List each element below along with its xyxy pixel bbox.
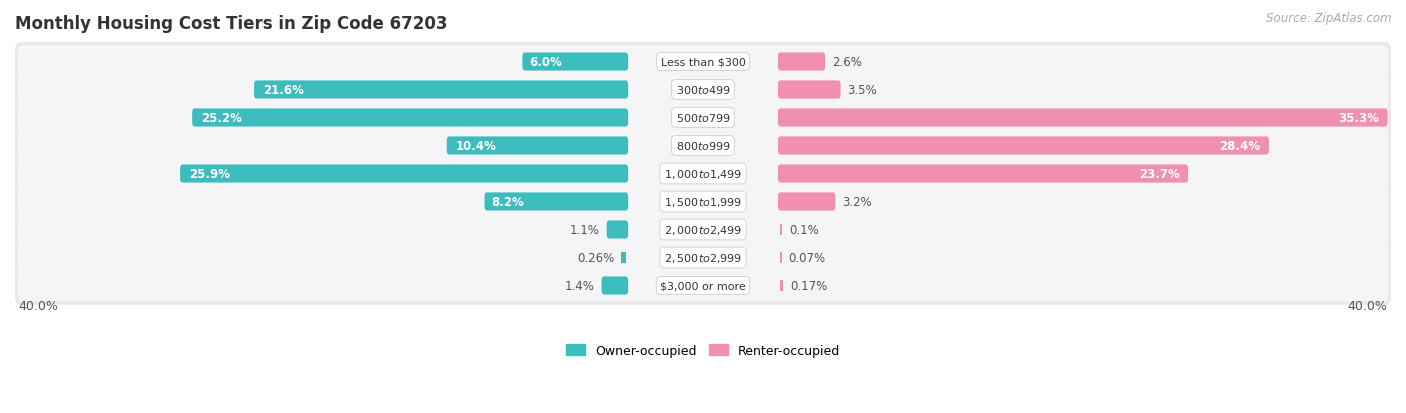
Text: 23.7%: 23.7% [1139, 168, 1180, 180]
Text: 0.26%: 0.26% [576, 252, 614, 264]
Text: 21.6%: 21.6% [263, 84, 304, 97]
FancyBboxPatch shape [447, 137, 628, 155]
FancyBboxPatch shape [778, 53, 825, 71]
Text: 28.4%: 28.4% [1219, 140, 1260, 153]
Text: 25.2%: 25.2% [201, 112, 242, 125]
Text: $1,000 to $1,499: $1,000 to $1,499 [664, 168, 742, 180]
FancyBboxPatch shape [523, 53, 628, 71]
FancyBboxPatch shape [15, 155, 1391, 193]
FancyBboxPatch shape [18, 270, 1388, 302]
Text: $2,000 to $2,499: $2,000 to $2,499 [664, 223, 742, 236]
Text: 0.07%: 0.07% [789, 252, 825, 264]
FancyBboxPatch shape [15, 239, 1391, 277]
FancyBboxPatch shape [18, 102, 1388, 134]
FancyBboxPatch shape [193, 109, 628, 127]
FancyBboxPatch shape [254, 81, 628, 99]
Text: Source: ZipAtlas.com: Source: ZipAtlas.com [1267, 12, 1392, 25]
FancyBboxPatch shape [485, 193, 628, 211]
FancyBboxPatch shape [15, 211, 1391, 249]
FancyBboxPatch shape [778, 193, 835, 211]
Text: $2,500 to $2,999: $2,500 to $2,999 [664, 252, 742, 264]
Text: $1,500 to $1,999: $1,500 to $1,999 [664, 195, 742, 209]
Text: 2.6%: 2.6% [832, 56, 862, 69]
FancyBboxPatch shape [18, 46, 1388, 78]
FancyBboxPatch shape [778, 137, 1268, 155]
Text: 1.1%: 1.1% [569, 223, 600, 236]
FancyBboxPatch shape [606, 221, 628, 239]
Text: 6.0%: 6.0% [529, 56, 562, 69]
Text: 10.4%: 10.4% [456, 140, 496, 153]
FancyBboxPatch shape [602, 277, 628, 295]
FancyBboxPatch shape [778, 109, 1388, 127]
Text: 25.9%: 25.9% [188, 168, 229, 180]
FancyBboxPatch shape [18, 214, 1388, 246]
Text: 1.4%: 1.4% [565, 279, 595, 292]
FancyBboxPatch shape [18, 74, 1388, 106]
FancyBboxPatch shape [15, 183, 1391, 221]
Text: 3.5%: 3.5% [848, 84, 877, 97]
Text: Less than $300: Less than $300 [661, 57, 745, 67]
Text: 0.17%: 0.17% [790, 279, 828, 292]
Text: 8.2%: 8.2% [492, 195, 524, 209]
Text: 0.1%: 0.1% [789, 223, 818, 236]
Text: Monthly Housing Cost Tiers in Zip Code 67203: Monthly Housing Cost Tiers in Zip Code 6… [15, 15, 447, 33]
FancyBboxPatch shape [180, 165, 628, 183]
FancyBboxPatch shape [15, 266, 1391, 305]
FancyBboxPatch shape [18, 130, 1388, 162]
Legend: Owner-occupied, Renter-occupied: Owner-occupied, Renter-occupied [561, 339, 845, 362]
Text: 35.3%: 35.3% [1339, 112, 1379, 125]
Bar [780, 225, 782, 235]
Text: $800 to $999: $800 to $999 [675, 140, 731, 152]
FancyBboxPatch shape [15, 127, 1391, 165]
FancyBboxPatch shape [15, 43, 1391, 82]
FancyBboxPatch shape [778, 165, 1188, 183]
FancyBboxPatch shape [18, 242, 1388, 274]
Text: 40.0%: 40.0% [1348, 299, 1388, 312]
Text: 40.0%: 40.0% [18, 299, 58, 312]
Text: $500 to $799: $500 to $799 [675, 112, 731, 124]
Bar [780, 281, 783, 291]
FancyBboxPatch shape [18, 158, 1388, 190]
FancyBboxPatch shape [15, 71, 1391, 109]
Text: $300 to $499: $300 to $499 [675, 84, 731, 96]
Text: 3.2%: 3.2% [842, 195, 872, 209]
Bar [621, 253, 626, 263]
FancyBboxPatch shape [15, 99, 1391, 138]
Text: $3,000 or more: $3,000 or more [661, 281, 745, 291]
FancyBboxPatch shape [778, 81, 841, 99]
FancyBboxPatch shape [18, 186, 1388, 218]
